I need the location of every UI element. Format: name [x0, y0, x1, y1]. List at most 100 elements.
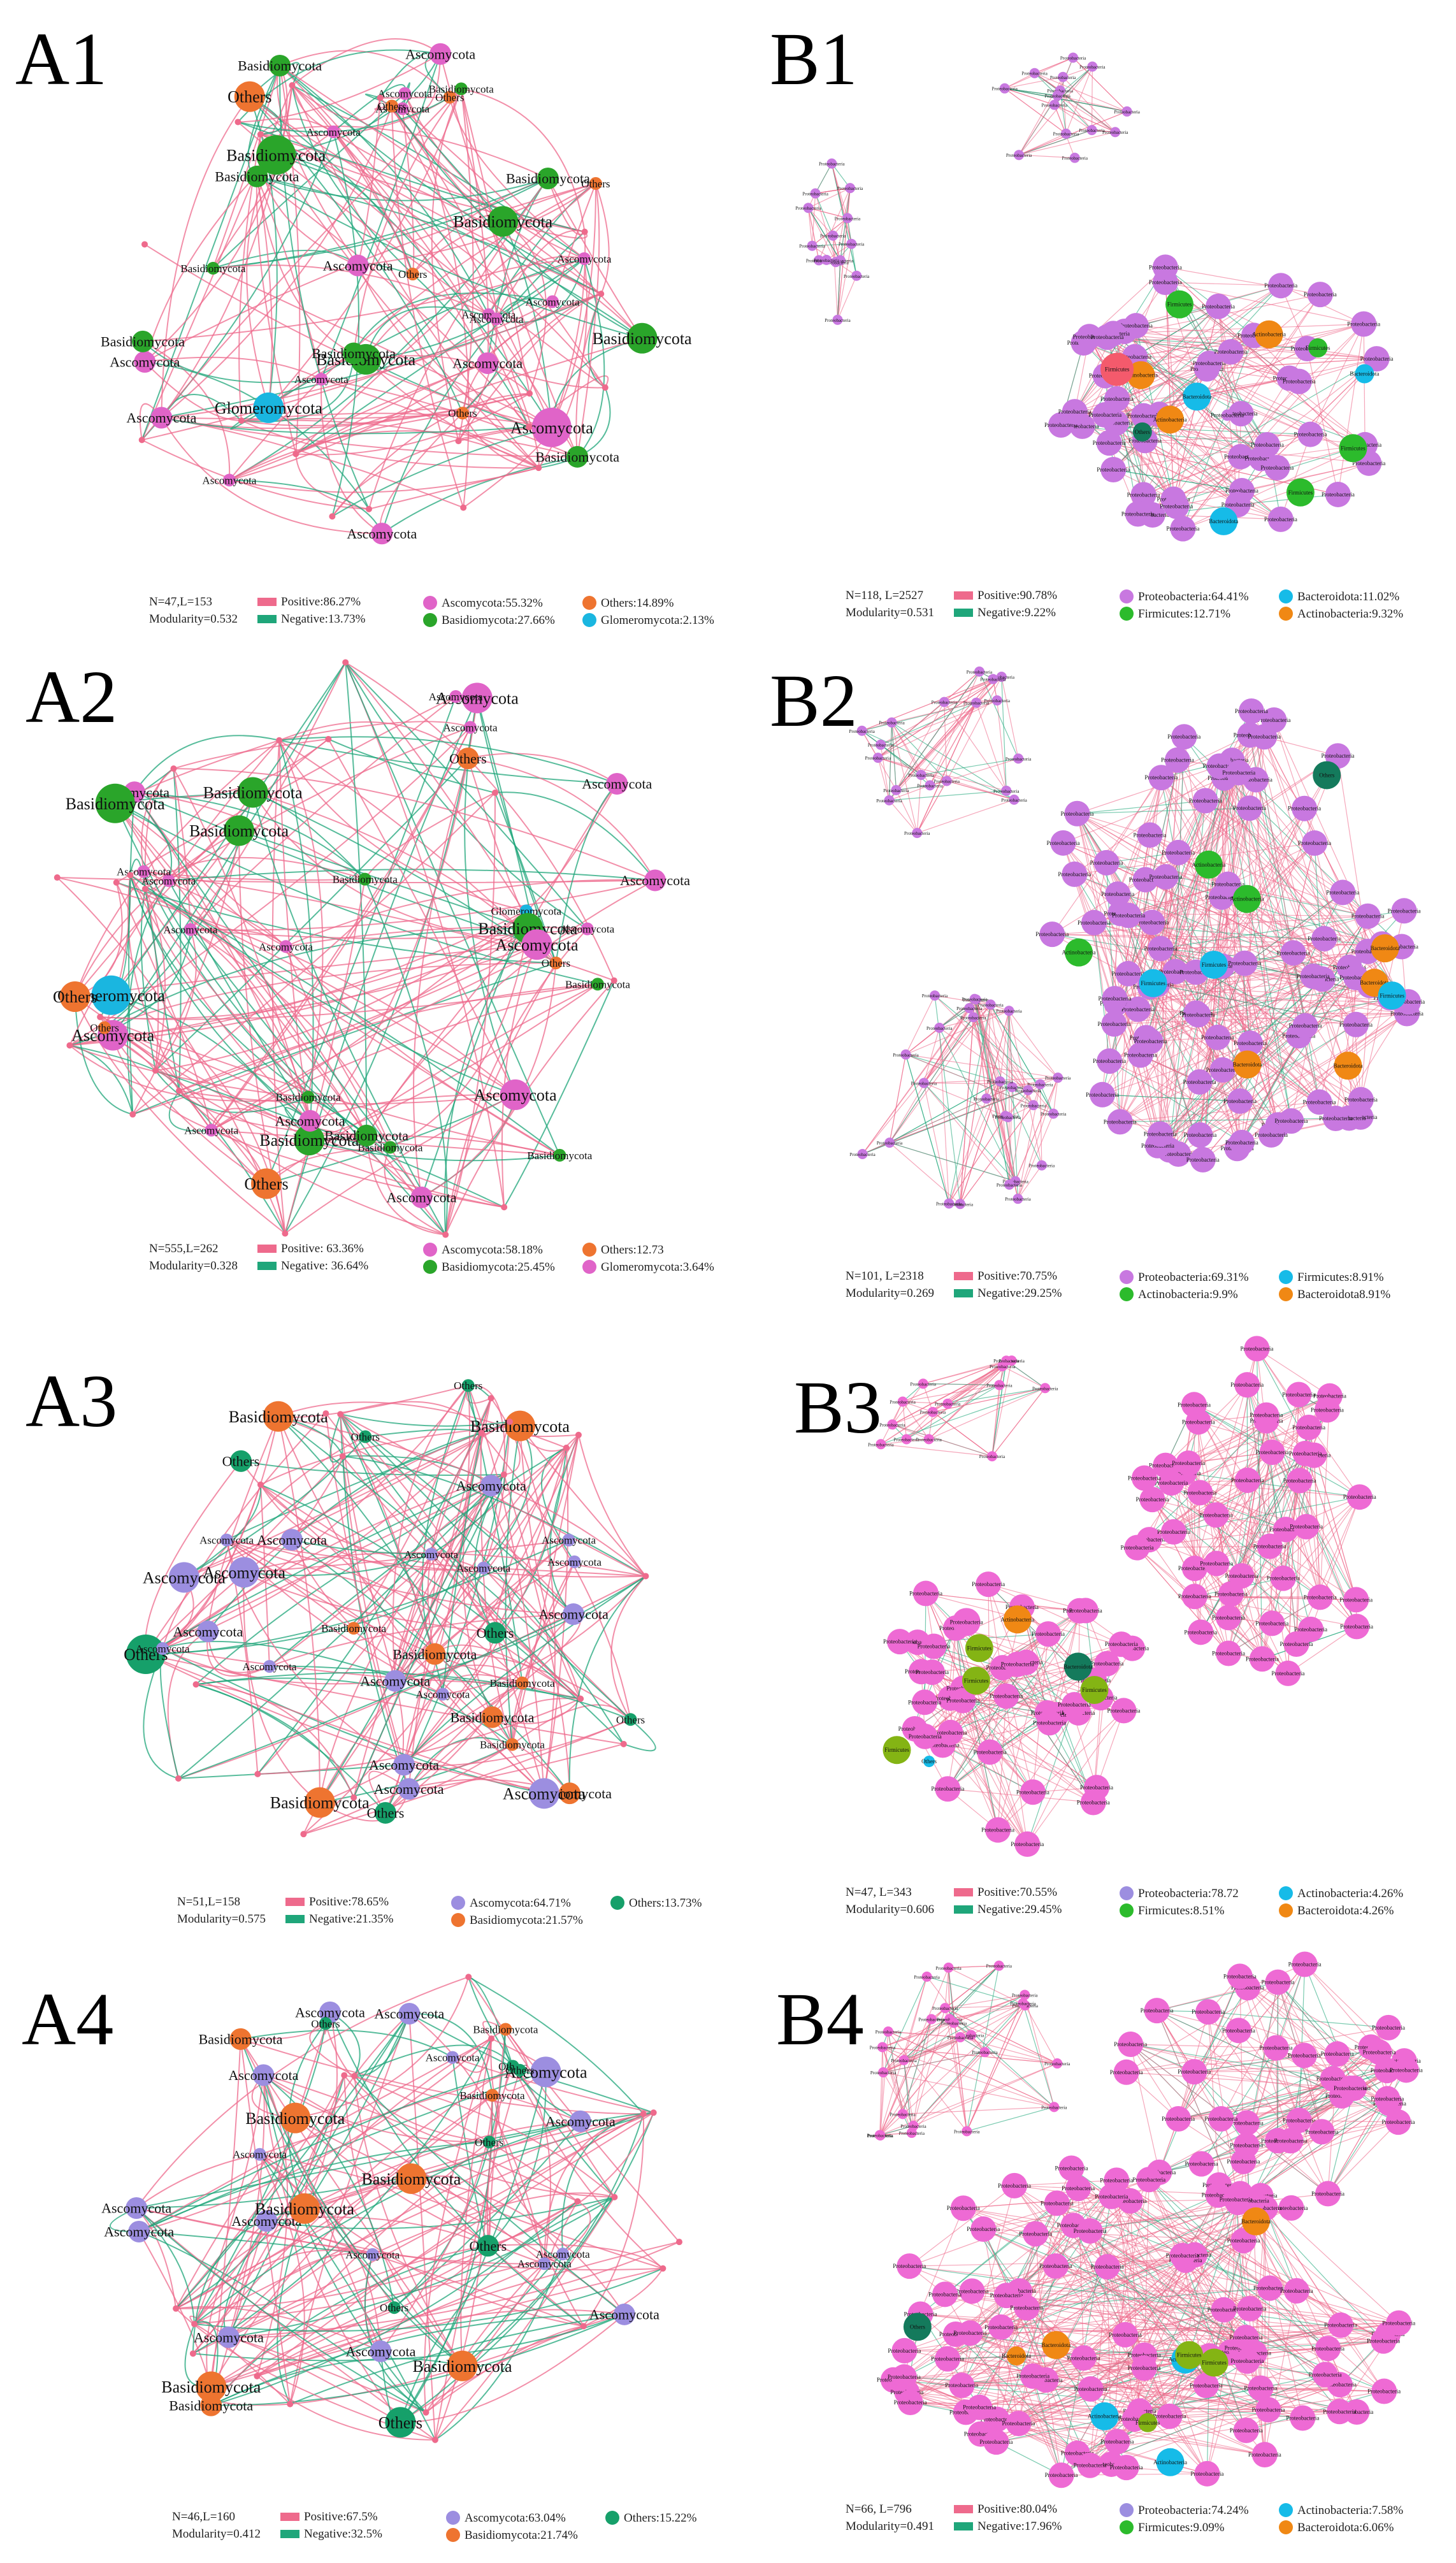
- network-node: Proteobacteria: [1274, 1108, 1308, 1134]
- network-node: Ascomycota: [496, 929, 579, 960]
- network-node: Actinobacteria: [1062, 938, 1096, 967]
- node-label: Proteobacteria: [1069, 1607, 1102, 1614]
- negative-edge: [256, 175, 549, 201]
- node-circle: [499, 2023, 512, 2036]
- legend-node-swatch: [1120, 1903, 1134, 1917]
- node-label: Proteobacteria: [1141, 2007, 1174, 2014]
- node-label: Proteobacteria: [844, 274, 870, 279]
- panel-label-b2: B2: [770, 659, 858, 742]
- network-node: Proteobacteria: [1223, 1088, 1257, 1114]
- node-label: Ascomycota: [517, 2258, 572, 2270]
- legend-stat: N=51,L=158: [177, 1895, 241, 1909]
- positive-edge: [526, 783, 618, 912]
- positive-edge: [138, 2038, 492, 2232]
- network-node: Others: [124, 1634, 168, 1674]
- network-node: Ascomycota: [275, 1109, 345, 1132]
- positive-edge: [291, 85, 488, 364]
- negative-edge: [1034, 73, 1058, 96]
- legend-item: Positive:67.5%: [280, 2511, 378, 2523]
- negative-edge: [213, 178, 549, 269]
- network-node: Proteobacteria: [916, 1659, 949, 1686]
- node-circle: [919, 1659, 946, 1686]
- node-label: Proteobacteria: [868, 743, 894, 748]
- negative-edge: [74, 996, 133, 1115]
- network-node: Proteobacteria: [1060, 52, 1086, 63]
- node-circle: [281, 1529, 303, 1551]
- positive-edge: [228, 2245, 489, 2338]
- negative-edge: [944, 2007, 1055, 2107]
- legend-node-swatch: [582, 1260, 596, 1274]
- nodes: Proteobacteria Proteobacteria Proteobacter…: [867, 1951, 1423, 2488]
- edges: [109, 1976, 680, 2441]
- network-node: Proteobacteria: [904, 828, 930, 839]
- positive-edge: [155, 929, 197, 1071]
- node-circle: [964, 1002, 975, 1013]
- negative-edge: [1077, 807, 1250, 814]
- legend-item: Bacteroidota:11.02%: [1279, 589, 1399, 603]
- network-node: Proteobacteria: [1257, 707, 1290, 733]
- positive-edge: [168, 726, 471, 881]
- negative-edge: [967, 2106, 1055, 2132]
- node-label: Proteobacteria: [1288, 1023, 1322, 1029]
- node-circle: [1080, 1676, 1109, 1705]
- negative-edge: [949, 1965, 1000, 2019]
- positive-edge: [263, 2074, 489, 2143]
- node-circle: [1343, 1587, 1369, 1613]
- negative-edge: [1193, 1987, 1248, 2072]
- node-circle: [985, 1817, 1011, 1843]
- negative-edge: [263, 2075, 463, 2367]
- legend-node-swatch: [1120, 1886, 1134, 1900]
- negative-edge: [329, 2012, 584, 2327]
- network-node: Proteobacteria: [1060, 800, 1093, 827]
- positive-edge: [942, 1643, 1122, 1746]
- positive-edge: [226, 1539, 545, 1794]
- positive-edge: [1137, 1009, 1218, 1038]
- node-label: Proteobacteria: [1149, 1462, 1182, 1469]
- positive-edge: [911, 2019, 932, 2133]
- positive-edge: [241, 420, 539, 469]
- negative-edge: [129, 858, 146, 889]
- negative-edge: [1182, 335, 1255, 529]
- positive-edge: [1053, 1078, 1058, 1114]
- node-label: Bacteroidota: [1333, 1062, 1362, 1069]
- positive-edge: [1161, 777, 1409, 1002]
- network-node: Proteobacteria: [950, 1608, 983, 1636]
- network-node: Proteobacteria: [920, 1406, 946, 1417]
- node-label: Proteobacteria: [865, 756, 891, 761]
- node-minor: [640, 2111, 647, 2118]
- network-node: Basidiomycota: [535, 445, 619, 468]
- positive-edge: [423, 2038, 493, 2413]
- node-label: Proteobacteria: [870, 2070, 897, 2076]
- network-node: Proteobacteria: [1311, 2181, 1344, 2207]
- network-node: Bacteroidota: [1182, 382, 1211, 411]
- node-label: Ascomycota: [294, 373, 349, 386]
- positive-edge: [932, 1387, 1046, 1413]
- negative-edge: [1157, 984, 1357, 1025]
- node-label: Proteobacteria: [891, 2058, 917, 2063]
- node-circle: [1199, 950, 1228, 979]
- node-label: Firmicutes: [1341, 445, 1366, 451]
- node-label: Proteobacteria: [933, 1729, 967, 1736]
- negative-edge: [345, 661, 588, 930]
- positive-edge: [923, 1082, 1006, 1116]
- node-label: Proteobacteria: [911, 1081, 937, 1086]
- node-circle: [1272, 1517, 1299, 1543]
- node-label: Proteobacteria: [1155, 1480, 1188, 1486]
- positive-edge: [394, 1664, 523, 1684]
- node-label: Proteobacteria: [997, 1183, 1023, 1188]
- network-node: Basidiomycota: [460, 2088, 525, 2102]
- node-circle: [205, 1123, 218, 1137]
- negative-edge: [549, 1434, 579, 1615]
- positive-edge: [260, 126, 549, 179]
- node-circle: [1004, 1006, 1014, 1016]
- network-node: Proteobacteria: [820, 230, 846, 241]
- positive-edge: [319, 1682, 523, 1803]
- network-node: Proteobacteria: [1010, 1998, 1037, 2009]
- node-circle: [569, 2110, 591, 2132]
- legend-item: Negative:13.73%: [257, 613, 365, 625]
- node-label: Proteobacteria: [1090, 334, 1123, 340]
- node-circle: [994, 1380, 1005, 1390]
- legend-item: Actinobacteria:4.26%: [1279, 1886, 1403, 1900]
- positive-edge: [494, 1632, 545, 1794]
- node-circle: [1371, 934, 1399, 963]
